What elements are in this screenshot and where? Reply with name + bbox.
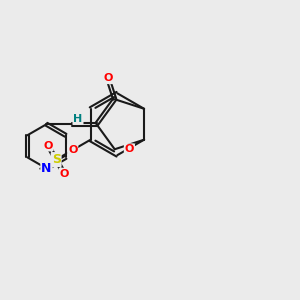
Text: O: O xyxy=(59,169,69,178)
Text: O: O xyxy=(44,140,53,151)
Text: S: S xyxy=(52,153,61,166)
Text: N: N xyxy=(41,162,52,175)
Text: O: O xyxy=(125,144,134,154)
Text: O: O xyxy=(68,145,77,155)
Text: O: O xyxy=(103,73,112,83)
Text: H: H xyxy=(74,114,82,124)
